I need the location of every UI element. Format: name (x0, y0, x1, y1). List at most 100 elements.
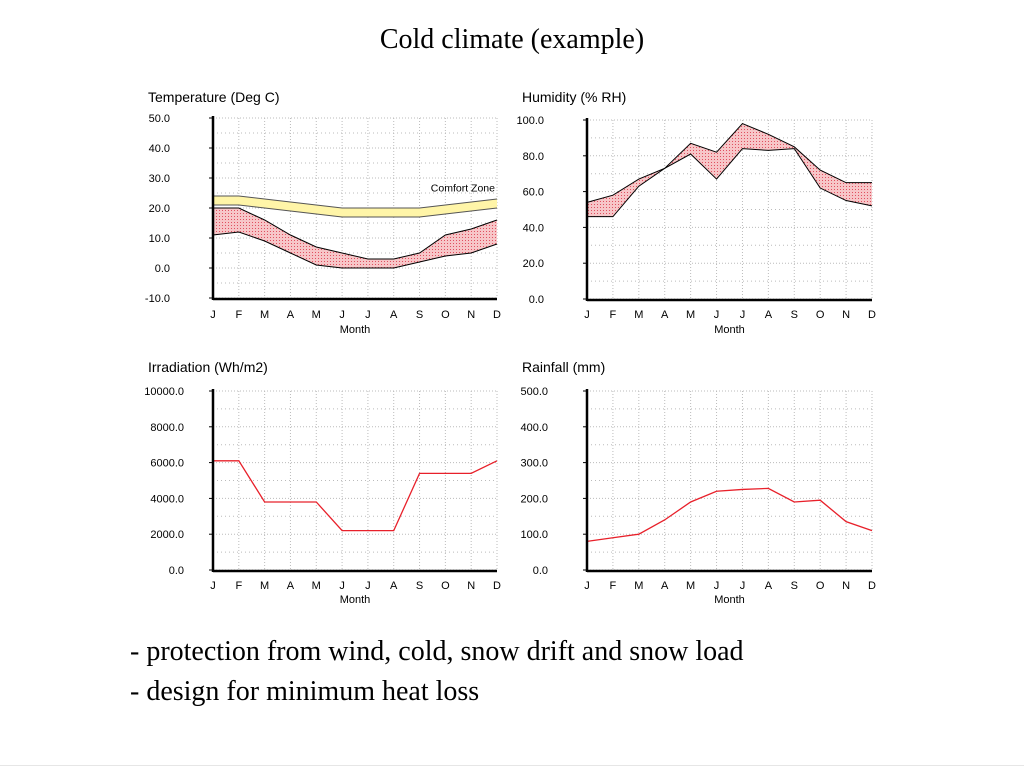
chart-title: Rainfall (mm) (522, 359, 605, 375)
x-tick-label: J (740, 309, 746, 321)
x-tick-label: M (260, 580, 269, 592)
range-band (587, 123, 872, 217)
x-tick-label: J (584, 309, 590, 321)
y-tick-label: 2000.0 (150, 529, 184, 541)
comfort-zone-lower-line (213, 204, 498, 218)
chart-panel-4: Rainfall (mm) 500.0 400.0 300.0 200.0 100.0 0.… (520, 359, 876, 606)
y-tick-label: 50.0 (149, 113, 170, 125)
chart-panel-3: Irradiation (Wh/m2) 10000.0 8000.0 6000.0 40… (144, 359, 501, 606)
x-tick-label: D (868, 309, 876, 321)
x-tick-label: M (260, 309, 269, 321)
range-lower-line (587, 148, 873, 218)
y-tick-label: 100.0 (520, 529, 548, 541)
x-tick-label: N (467, 580, 475, 592)
x-tick-label: M (634, 309, 643, 321)
x-tick-label: D (868, 580, 876, 592)
slide-title: Cold climate (example) (379, 24, 645, 55)
y-tick-label: 400.0 (520, 422, 548, 434)
range-lower-line (212, 231, 498, 269)
charts-canvas: Temperature (Deg C) 50.0 40.0 30.0 20.0 10.0 0… (144, 89, 876, 606)
x-tick-label: S (416, 580, 423, 592)
x-tick-label: F (235, 309, 242, 321)
x-tick-label: J (740, 580, 746, 592)
x-tick-label: A (390, 309, 398, 321)
chart-title: Irradiation (Wh/m2) (148, 359, 268, 375)
y-tick-label: 40.0 (149, 143, 170, 155)
x-tick-label: J (210, 309, 216, 321)
y-tick-label: -10.0 (145, 293, 170, 305)
x-tick-label: F (610, 309, 617, 321)
x-tick-label: S (791, 580, 798, 592)
y-tick-label: 20.0 (149, 203, 170, 215)
range-band (213, 208, 497, 268)
y-tick-label: 500.0 (520, 386, 548, 398)
y-tick-label: 100.0 (516, 115, 544, 127)
y-tick-label: 10.0 (149, 233, 170, 245)
range-upper-line (586, 122, 872, 203)
x-tick-label: M (686, 580, 695, 592)
x-tick-label: J (365, 580, 371, 592)
chart-panel-2: Humidity (% RH) 100.0 80.0 60.0 40.0 20.0 0.0 J… (516, 89, 876, 336)
x-tick-label: D (493, 580, 501, 592)
series-line (586, 487, 873, 543)
x-tick-label: M (312, 580, 321, 592)
x-tick-label: S (416, 309, 423, 321)
x-tick-label: J (210, 580, 216, 592)
series-line (213, 460, 498, 532)
bullet-list: - protection from wind, cold, snow drift… (130, 632, 744, 712)
y-tick-label: 0.0 (169, 565, 184, 577)
y-tick-label: 0.0 (529, 294, 544, 306)
x-tick-label: M (634, 580, 643, 592)
y-tick-label: 40.0 (523, 222, 544, 234)
y-tick-label: 10000.0 (144, 386, 184, 398)
x-tick-label: M (312, 309, 321, 321)
chart-panel-1: Temperature (Deg C) 50.0 40.0 30.0 20.0 10.0 0… (145, 89, 501, 336)
x-tick-label: M (686, 309, 695, 321)
x-axis-label: Month (340, 594, 371, 606)
x-tick-label: A (287, 580, 295, 592)
x-tick-label: J (714, 580, 720, 592)
x-tick-label: F (235, 580, 242, 592)
bullet-item: - protection from wind, cold, snow drift… (130, 636, 744, 667)
y-tick-label: 0.0 (155, 263, 170, 275)
y-tick-label: 20.0 (523, 258, 544, 270)
x-tick-label: J (584, 580, 590, 592)
y-tick-label: 4000.0 (150, 493, 184, 505)
x-axis-label: Month (340, 324, 371, 336)
x-tick-label: J (339, 580, 345, 592)
x-tick-label: O (816, 309, 825, 321)
x-tick-label: A (390, 580, 398, 592)
x-tick-label: S (791, 309, 798, 321)
x-tick-label: O (816, 580, 825, 592)
chart-title: Humidity (% RH) (522, 89, 626, 105)
range-upper-line (213, 207, 498, 260)
y-tick-label: 200.0 (520, 493, 548, 505)
x-axis-label: Month (714, 594, 745, 606)
comfort-zone-upper-line (213, 195, 498, 209)
y-tick-label: 0.0 (533, 565, 548, 577)
y-tick-label: 80.0 (523, 151, 544, 163)
x-axis-label: Month (714, 324, 745, 336)
x-tick-label: N (842, 580, 850, 592)
x-tick-label: J (714, 309, 720, 321)
x-tick-label: J (339, 309, 345, 321)
bullet-item: - design for minimum heat loss (130, 676, 480, 707)
y-tick-label: 60.0 (523, 187, 544, 199)
x-tick-label: D (493, 309, 501, 321)
x-tick-label: A (765, 580, 773, 592)
y-tick-label: 6000.0 (150, 458, 184, 470)
x-tick-label: A (661, 580, 669, 592)
x-tick-label: A (661, 309, 669, 321)
x-tick-label: F (610, 580, 617, 592)
y-tick-label: 8000.0 (150, 422, 184, 434)
x-tick-label: O (441, 580, 450, 592)
y-tick-label: 300.0 (520, 458, 548, 470)
x-tick-label: N (467, 309, 475, 321)
x-tick-label: J (365, 309, 371, 321)
x-tick-label: A (765, 309, 773, 321)
comfort-zone-label: Comfort Zone (431, 183, 495, 195)
x-tick-label: O (441, 309, 450, 321)
x-tick-label: A (287, 309, 295, 321)
y-tick-label: 30.0 (149, 173, 170, 185)
x-tick-label: N (842, 309, 850, 321)
